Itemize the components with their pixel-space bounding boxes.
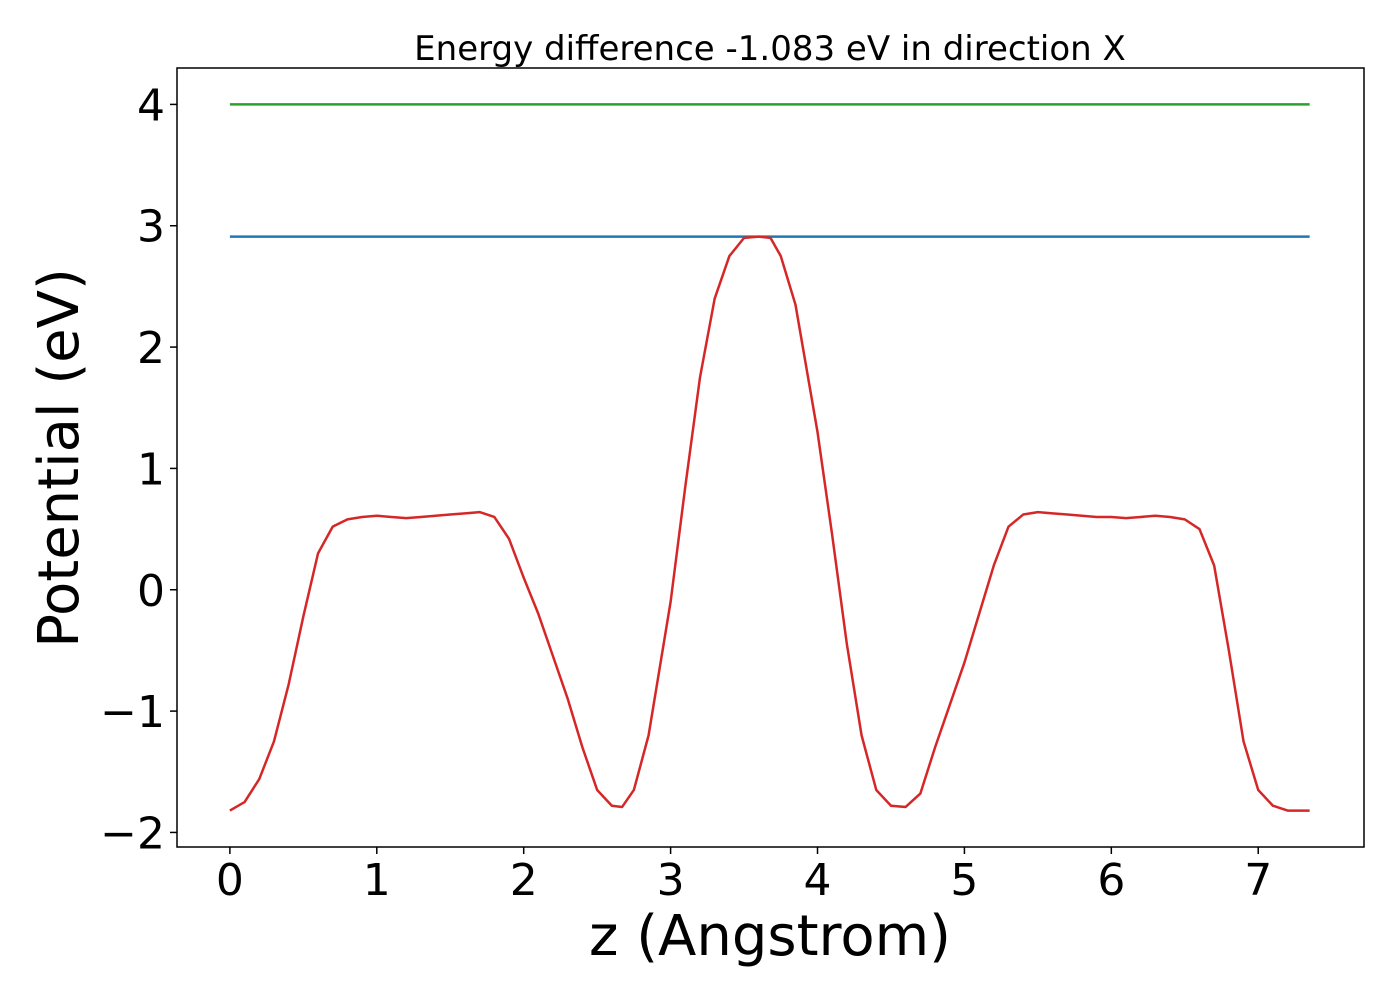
y-tick-label-4: 2 <box>137 323 165 374</box>
x-tick-label-7: 7 <box>1244 855 1272 906</box>
chart-title: Energy difference -1.083 eV in direction… <box>414 29 1126 69</box>
x-axis-label: z (Angstrom) <box>589 904 951 969</box>
x-tick-label-6: 6 <box>1097 855 1125 906</box>
x-tick-label-2: 2 <box>510 855 538 906</box>
series-line-2 <box>229 235 1310 812</box>
y-tick-label-3: 1 <box>137 444 165 495</box>
x-tick-label-0: 0 <box>216 855 244 906</box>
x-tick-label-5: 5 <box>950 855 978 906</box>
series-layer <box>229 103 1310 812</box>
y-tick-label-5: 3 <box>137 202 165 253</box>
y-tick-label-6: 4 <box>137 80 165 131</box>
x-axis-ticks: 0 1 2 3 4 5 6 7 <box>216 847 1272 906</box>
y-tick-label-1: −1 <box>100 687 165 738</box>
y-tick-label-2: 0 <box>137 566 165 617</box>
plot-frame <box>176 67 1365 848</box>
x-tick-label-1: 1 <box>363 855 391 906</box>
y-axis-label: Potential (eV) <box>27 268 92 648</box>
y-axis-ticks: −2 −1 0 1 2 3 4 <box>100 80 177 859</box>
x-tick-label-4: 4 <box>804 855 832 906</box>
x-tick-label-3: 3 <box>657 855 685 906</box>
y-tick-label-0: −2 <box>100 808 165 859</box>
